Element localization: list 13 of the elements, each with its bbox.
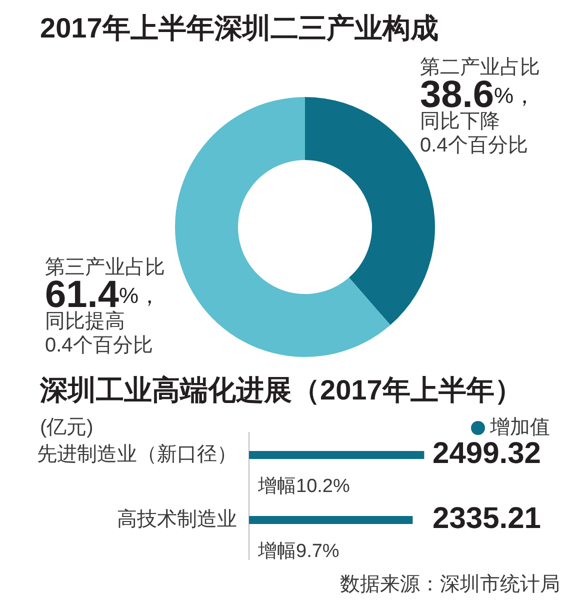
chart-title: 2017年上半年深圳二三产业构成 — [40, 12, 438, 44]
slice-label: 第三产业占比 — [45, 256, 165, 278]
source-note: 数据来源：深圳市统计局 — [340, 573, 560, 596]
data-label: 2499.32 — [432, 436, 541, 470]
x-axis-title: (亿元) — [40, 416, 94, 438]
data-label: 2335.21 — [432, 502, 541, 535]
chart-title: 深圳工业高端化进展（2017年上半年） — [39, 374, 522, 406]
y-tick-label: 高技术制造业 — [117, 507, 237, 530]
legend-label: 增加值 — [489, 416, 550, 438]
annotation: 增幅9.7% — [257, 541, 340, 562]
y-tick-label: 先进制造业（新口径） — [37, 443, 237, 466]
annotation: 增幅10.2% — [257, 476, 350, 498]
slice-label: 第二产业占比 — [420, 56, 540, 78]
